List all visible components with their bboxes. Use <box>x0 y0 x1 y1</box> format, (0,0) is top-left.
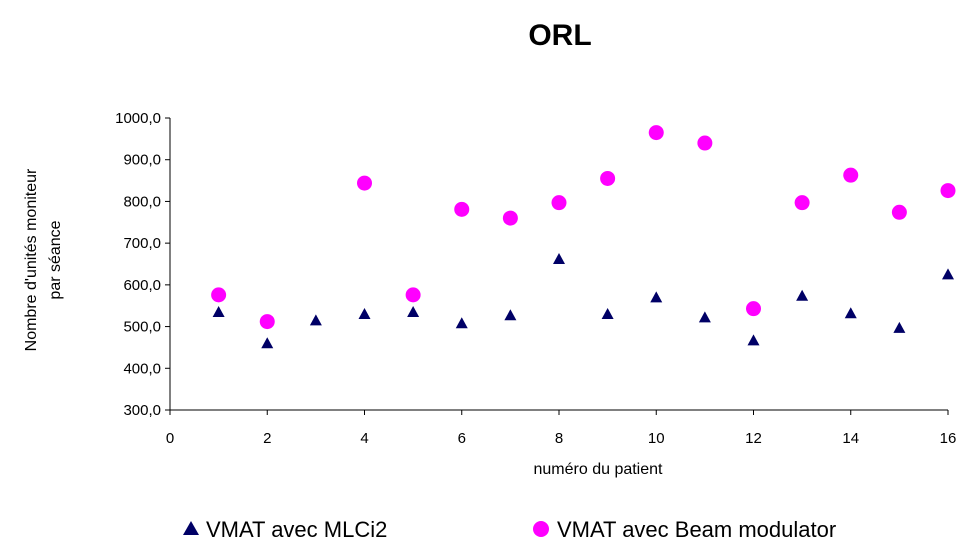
point-mlci2 <box>455 317 468 329</box>
point-beam-modulator <box>940 183 956 199</box>
point-beam-modulator <box>405 287 421 303</box>
legend-marker-triangle <box>183 521 199 535</box>
point-mlci2 <box>601 308 614 320</box>
x-tick-label: 10 <box>648 430 665 447</box>
y-axis-title: Nombre d'unités moniteur par séance <box>23 168 64 351</box>
x-tick-label: 2 <box>263 430 271 447</box>
y-tick-label: 800,0 <box>123 193 161 210</box>
legend-item-beam-modulator: VMAT avec Beam modulator <box>533 517 836 542</box>
point-beam-modulator <box>357 175 372 191</box>
point-mlci2 <box>942 268 954 280</box>
y-ticks: 300,0 400,0 500,0 600,0 700,0 800,0 900,0 1000,… <box>115 110 170 419</box>
legend-label-mlci2: VMAT avec MLCi2 <box>206 517 387 542</box>
point-mlci2 <box>504 309 517 321</box>
x-tick-label: 6 <box>458 430 466 447</box>
legend-marker-circle <box>533 521 549 537</box>
point-mlci2 <box>893 321 906 333</box>
y-tick-label: 600,0 <box>123 277 161 294</box>
series-2 <box>211 125 956 330</box>
point-mlci2 <box>650 291 663 303</box>
y-tick-label: 700,0 <box>123 235 161 252</box>
y-axis-title-line-2: par séance <box>47 220 64 299</box>
legend-item-mlci2: VMAT avec MLCi2 <box>183 517 387 542</box>
point-mlci2 <box>358 308 371 320</box>
point-mlci2 <box>747 334 760 346</box>
point-beam-modulator <box>697 135 713 151</box>
x-tick-label: 12 <box>745 430 762 447</box>
y-tick-label: 900,0 <box>123 152 161 169</box>
point-beam-modulator <box>454 201 470 217</box>
series-1 <box>212 252 954 349</box>
point-mlci2 <box>212 305 225 317</box>
x-tick-label: 8 <box>555 430 563 447</box>
point-beam-modulator <box>648 125 664 141</box>
point-beam-modulator <box>794 195 810 211</box>
point-mlci2 <box>407 305 420 317</box>
data-points <box>211 125 956 349</box>
x-tick-label: 0 <box>166 430 174 447</box>
chart-title: ORL <box>528 19 591 52</box>
point-beam-modulator <box>502 210 518 226</box>
legend: VMAT avec MLCi2 VMAT avec Beam modulator <box>183 517 836 542</box>
point-mlci2 <box>261 337 274 349</box>
point-mlci2 <box>309 314 322 326</box>
y-tick-label: 300,0 <box>123 402 161 419</box>
y-tick-label: 500,0 <box>123 319 161 336</box>
point-mlci2 <box>698 311 711 323</box>
point-mlci2 <box>844 307 857 319</box>
point-beam-modulator <box>843 167 859 183</box>
x-tick-label: 4 <box>360 430 368 447</box>
y-tick-label: 400,0 <box>123 360 161 377</box>
point-beam-modulator <box>551 195 567 211</box>
x-tick-label: 16 <box>940 430 957 447</box>
point-beam-modulator <box>259 314 275 330</box>
point-beam-modulator <box>746 301 761 317</box>
x-ticks: 0 2 4 6 8 10 12 14 16 <box>166 410 957 447</box>
x-axis-title: numéro du patient <box>534 461 664 478</box>
point-beam-modulator <box>211 287 227 303</box>
x-tick-label: 14 <box>842 430 859 447</box>
y-tick-label: 1000,0 <box>115 110 161 127</box>
legend-label-beam-modulator: VMAT avec Beam modulator <box>557 517 836 542</box>
point-beam-modulator <box>891 204 907 220</box>
point-mlci2 <box>796 289 809 301</box>
point-mlci2 <box>553 252 565 264</box>
point-beam-modulator <box>600 170 616 186</box>
y-axis-title-line-1: Nombre d'unités moniteur <box>23 168 40 351</box>
